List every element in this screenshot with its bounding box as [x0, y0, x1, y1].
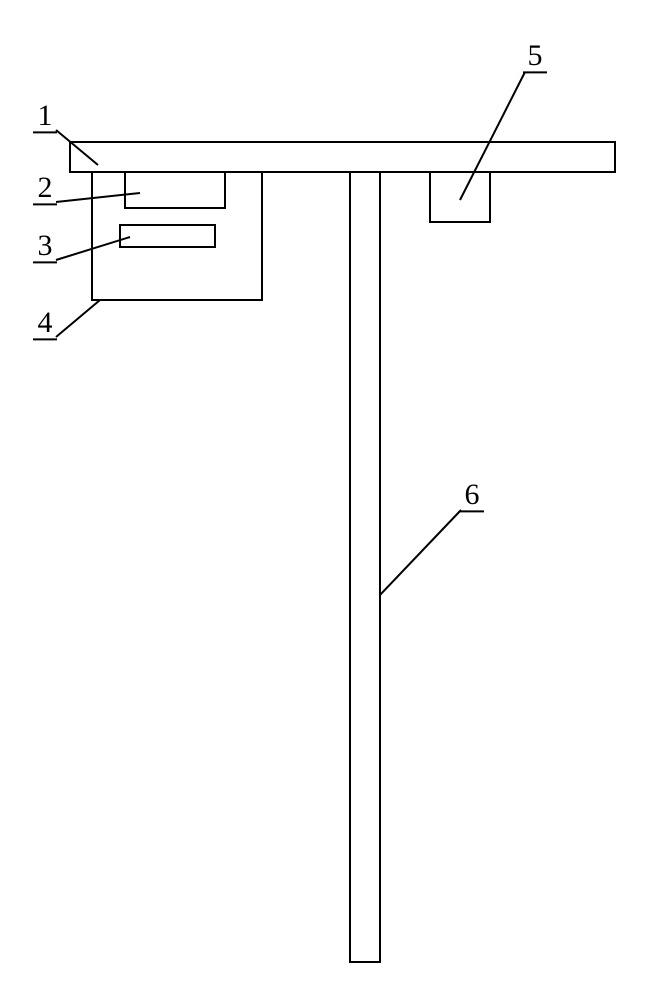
- leader-line-2: [56, 193, 140, 202]
- label-3: 3: [38, 229, 53, 262]
- left-lower-thin-rect: [120, 225, 215, 247]
- left-upper-small-rect: [125, 172, 225, 208]
- leader-line-4: [56, 300, 100, 337]
- left-large-box: [92, 172, 262, 300]
- leader-line-6: [380, 510, 461, 595]
- leader-line-1: [56, 130, 98, 165]
- label-6: 6: [465, 478, 480, 511]
- label-4: 4: [38, 306, 53, 339]
- label-1: 1: [38, 99, 53, 132]
- top-bar: [70, 142, 615, 172]
- label-2: 2: [38, 171, 53, 204]
- vertical-post: [350, 172, 380, 962]
- right-small-box: [430, 172, 490, 222]
- leader-line-5: [460, 72, 525, 200]
- label-5: 5: [528, 39, 543, 72]
